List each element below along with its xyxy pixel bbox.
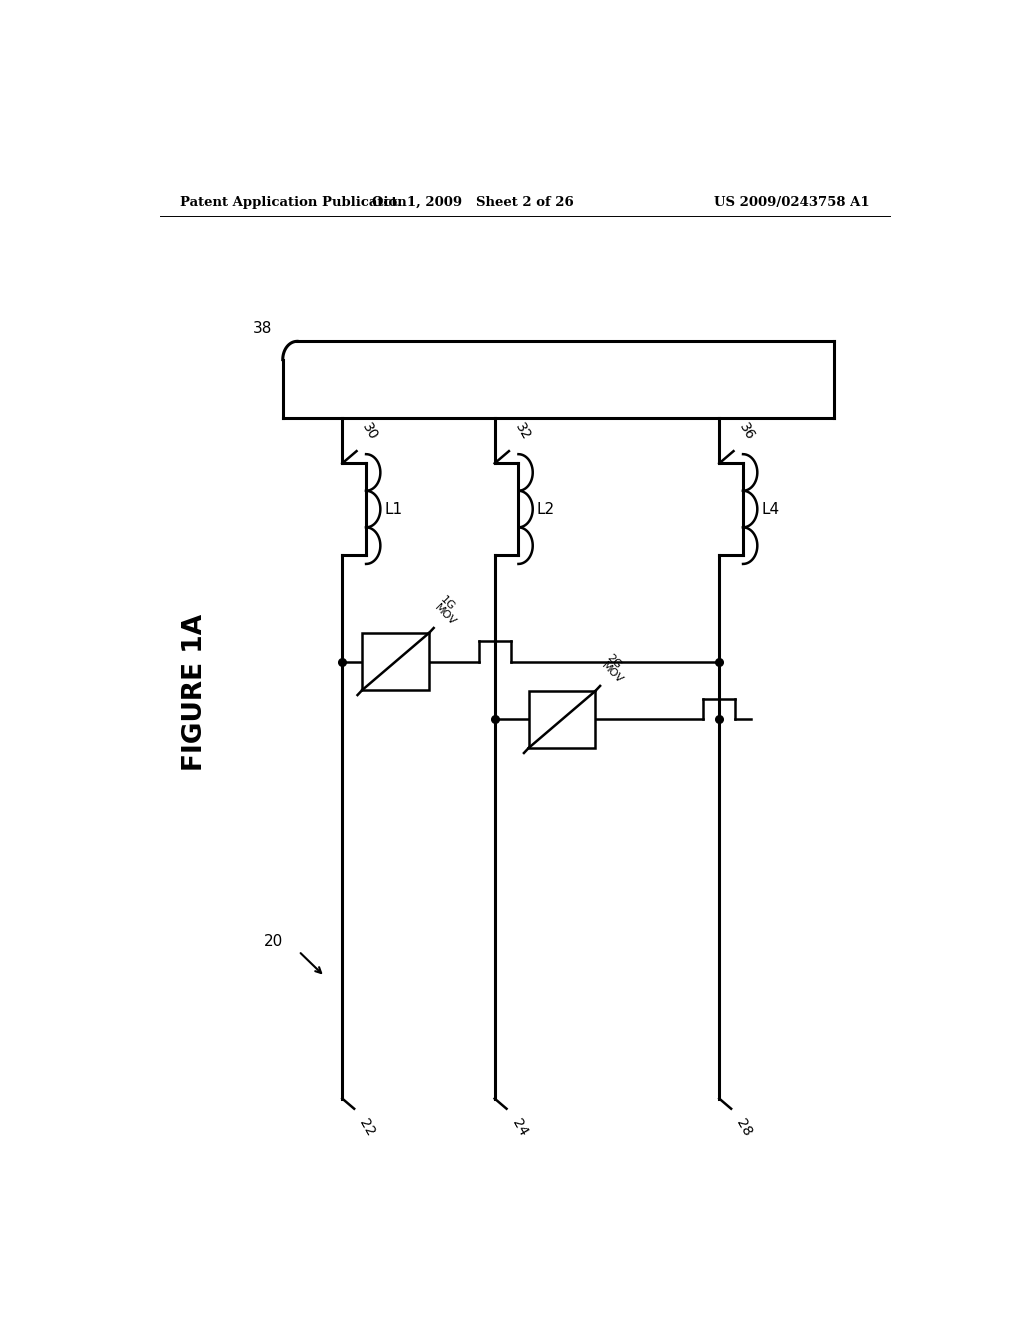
- Text: 22: 22: [356, 1117, 378, 1139]
- Text: 38: 38: [253, 321, 272, 337]
- Text: 1G: 1G: [438, 594, 457, 612]
- Text: 24: 24: [509, 1117, 529, 1139]
- Text: 36: 36: [736, 421, 758, 444]
- Text: 28: 28: [733, 1117, 755, 1139]
- Text: 32: 32: [512, 421, 532, 444]
- Text: MOV: MOV: [433, 603, 458, 628]
- Text: Patent Application Publication: Patent Application Publication: [179, 195, 407, 209]
- Text: L4: L4: [761, 502, 779, 516]
- Text: 20: 20: [263, 933, 283, 949]
- Text: MOV: MOV: [599, 660, 625, 686]
- Bar: [362, 634, 429, 690]
- Text: 30: 30: [359, 421, 381, 444]
- Text: Oct. 1, 2009   Sheet 2 of 26: Oct. 1, 2009 Sheet 2 of 26: [373, 195, 574, 209]
- Bar: [528, 690, 595, 748]
- Text: 2G: 2G: [605, 652, 623, 671]
- Text: L1: L1: [384, 502, 402, 516]
- Text: FIGURE 1A: FIGURE 1A: [182, 614, 209, 771]
- Text: US 2009/0243758 A1: US 2009/0243758 A1: [715, 195, 870, 209]
- Text: L2: L2: [537, 502, 555, 516]
